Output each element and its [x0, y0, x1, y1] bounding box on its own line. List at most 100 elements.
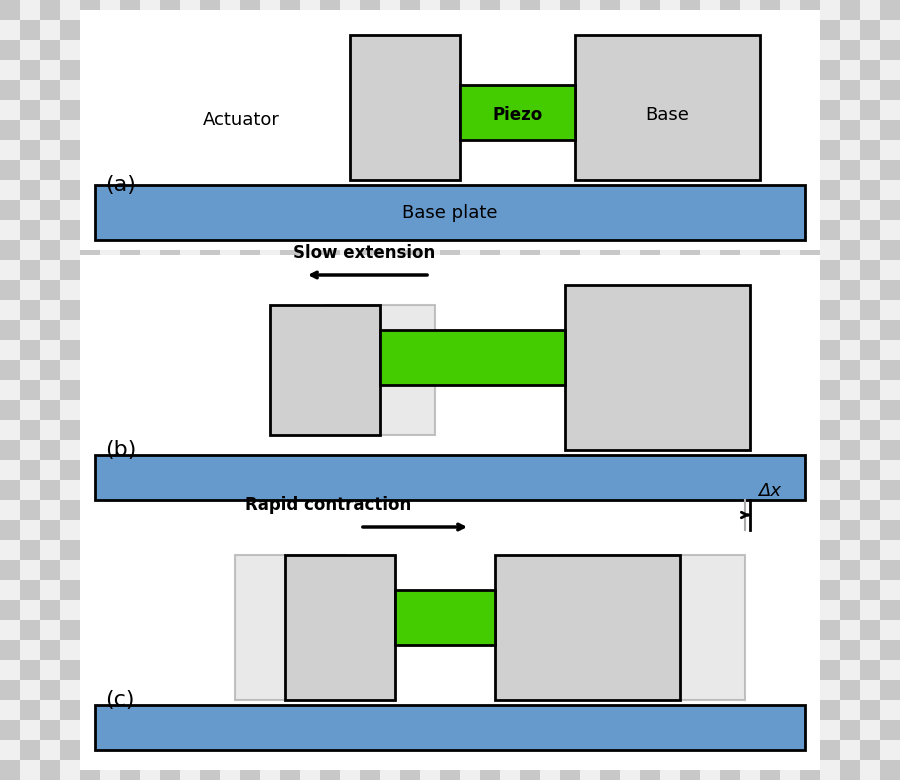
- Bar: [580, 480, 600, 500]
- Bar: [580, 160, 600, 180]
- Bar: [640, 200, 660, 220]
- Bar: [100, 280, 120, 300]
- Bar: [720, 740, 740, 760]
- Bar: [460, 100, 480, 120]
- Bar: [280, 360, 300, 380]
- Bar: [620, 540, 640, 560]
- Bar: [780, 620, 800, 640]
- Bar: [860, 720, 880, 740]
- Bar: [380, 700, 400, 720]
- Bar: [260, 20, 280, 40]
- Bar: [240, 120, 260, 140]
- Bar: [780, 320, 800, 340]
- Bar: [560, 260, 580, 280]
- Bar: [20, 660, 40, 680]
- Bar: [240, 280, 260, 300]
- Bar: [380, 180, 400, 200]
- Bar: [800, 320, 820, 340]
- Bar: [60, 640, 80, 660]
- Bar: [380, 600, 400, 620]
- Bar: [460, 480, 480, 500]
- Bar: [320, 280, 340, 300]
- Bar: [560, 340, 580, 360]
- Bar: [300, 140, 320, 160]
- Bar: [760, 520, 780, 540]
- Bar: [840, 680, 860, 700]
- Bar: [100, 260, 120, 280]
- Bar: [580, 200, 600, 220]
- Bar: [640, 140, 660, 160]
- Bar: [220, 640, 240, 660]
- Bar: [280, 580, 300, 600]
- Bar: [270, 305, 380, 435]
- Bar: [460, 660, 480, 680]
- Bar: [820, 280, 840, 300]
- Bar: [20, 0, 40, 20]
- Bar: [800, 340, 820, 360]
- Bar: [680, 580, 700, 600]
- Bar: [660, 680, 680, 700]
- Bar: [320, 720, 340, 740]
- Bar: [580, 640, 600, 660]
- Bar: [60, 720, 80, 740]
- Bar: [740, 480, 760, 500]
- Bar: [520, 700, 540, 720]
- Bar: [700, 640, 720, 660]
- Bar: [760, 640, 780, 660]
- Bar: [840, 600, 860, 620]
- Bar: [520, 240, 540, 260]
- Bar: [140, 460, 160, 480]
- Bar: [840, 220, 860, 240]
- Bar: [760, 80, 780, 100]
- Bar: [420, 600, 440, 620]
- Bar: [0, 420, 20, 440]
- Bar: [840, 460, 860, 480]
- Bar: [120, 300, 140, 320]
- Bar: [260, 520, 280, 540]
- Bar: [200, 460, 220, 480]
- Bar: [880, 200, 900, 220]
- Bar: [40, 0, 60, 20]
- Bar: [260, 260, 280, 280]
- Bar: [680, 100, 700, 120]
- Bar: [520, 380, 540, 400]
- Bar: [320, 460, 340, 480]
- Bar: [340, 620, 360, 640]
- Bar: [500, 160, 520, 180]
- Bar: [820, 720, 840, 740]
- Bar: [880, 60, 900, 80]
- Bar: [580, 140, 600, 160]
- Bar: [780, 700, 800, 720]
- Bar: [620, 360, 640, 380]
- Bar: [160, 740, 180, 760]
- Bar: [340, 160, 360, 180]
- Bar: [300, 240, 320, 260]
- Bar: [120, 740, 140, 760]
- Bar: [740, 0, 760, 20]
- Bar: [420, 100, 440, 120]
- Bar: [380, 220, 400, 240]
- Bar: [440, 480, 460, 500]
- Bar: [60, 620, 80, 640]
- Bar: [680, 260, 700, 280]
- Bar: [60, 560, 80, 580]
- Bar: [620, 760, 640, 780]
- Bar: [820, 620, 840, 640]
- Bar: [220, 580, 240, 600]
- Bar: [680, 520, 700, 540]
- Bar: [520, 540, 540, 560]
- Bar: [100, 20, 120, 40]
- Bar: [200, 560, 220, 580]
- Bar: [800, 660, 820, 680]
- Bar: [420, 720, 440, 740]
- Bar: [200, 0, 220, 20]
- Bar: [100, 620, 120, 640]
- Bar: [160, 380, 180, 400]
- Bar: [680, 600, 700, 620]
- Bar: [680, 480, 700, 500]
- Bar: [60, 480, 80, 500]
- Bar: [820, 0, 840, 20]
- Bar: [360, 380, 380, 400]
- Bar: [880, 720, 900, 740]
- Bar: [340, 340, 360, 360]
